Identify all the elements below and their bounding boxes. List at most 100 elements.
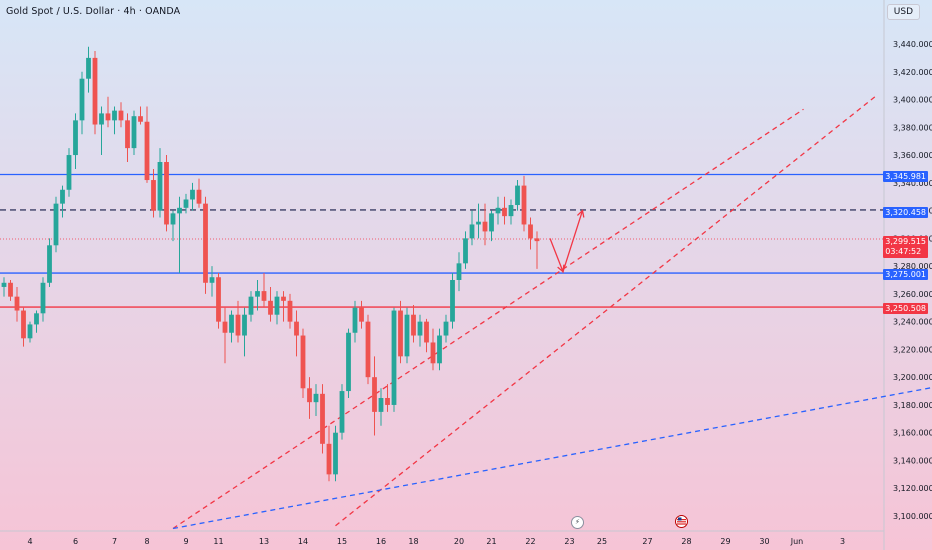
candle-body bbox=[430, 342, 436, 364]
candle-body bbox=[261, 291, 267, 301]
y-tick-label: 3,140.000 bbox=[893, 456, 932, 465]
candle-body bbox=[281, 296, 286, 301]
candle-body bbox=[14, 296, 20, 311]
candle-body bbox=[417, 321, 423, 336]
candle-body bbox=[313, 393, 319, 403]
candle-body bbox=[521, 185, 527, 225]
x-tick-label: 6 bbox=[73, 537, 78, 546]
y-tick-label: 3,360.000 bbox=[893, 151, 932, 160]
candle-body bbox=[73, 120, 78, 156]
x-tick-label: 16 bbox=[376, 537, 386, 546]
x-tick-label: 20 bbox=[454, 537, 464, 546]
price-label-mid-dashed: 3,320.458 bbox=[883, 207, 928, 218]
x-tick-label: 22 bbox=[525, 537, 535, 546]
x-tick-label: 21 bbox=[486, 537, 496, 546]
x-tick-label: 8 bbox=[144, 537, 149, 546]
candle-body bbox=[391, 310, 397, 405]
candle-body bbox=[515, 185, 520, 206]
y-tick-label: 3,260.000 bbox=[893, 290, 932, 299]
x-tick-label: 18 bbox=[408, 537, 418, 546]
currency-button[interactable]: USD bbox=[886, 4, 920, 20]
candle-body bbox=[359, 307, 364, 322]
lightning-icon[interactable]: ⚡ bbox=[571, 516, 584, 529]
candle-body bbox=[248, 296, 254, 315]
price-label-red-level: 3,250.508 bbox=[883, 303, 928, 314]
candle-body bbox=[463, 238, 468, 264]
candle-body bbox=[294, 321, 299, 336]
y-tick-label: 3,380.000 bbox=[893, 123, 932, 132]
candle-body bbox=[502, 207, 507, 217]
x-tick-label: 25 bbox=[597, 537, 607, 546]
y-tick-label: 3,280.000 bbox=[893, 262, 932, 271]
trend-line bbox=[172, 108, 804, 530]
candle-body bbox=[105, 113, 111, 121]
candle-body bbox=[398, 310, 403, 357]
price-label-value: 3,320.458 bbox=[885, 208, 926, 217]
candle-body bbox=[450, 280, 455, 322]
price-label-current: 3,299.515 03:47:52 bbox=[883, 236, 928, 258]
candle-body bbox=[352, 307, 358, 333]
candle-body bbox=[21, 310, 26, 339]
candle-body bbox=[118, 110, 124, 121]
candle-body bbox=[534, 238, 540, 242]
y-tick-label: 3,220.000 bbox=[893, 345, 932, 354]
price-label-value: 3,345.981 bbox=[885, 172, 926, 181]
y-tick-label: 3,400.000 bbox=[893, 96, 932, 105]
y-tick-label: 3,240.000 bbox=[893, 318, 932, 327]
candle-body bbox=[268, 300, 273, 315]
candle-body bbox=[177, 207, 182, 214]
candle-body bbox=[138, 116, 143, 122]
candle-body bbox=[190, 189, 195, 200]
x-tick-label: Jun bbox=[790, 537, 804, 546]
candle-body bbox=[411, 314, 416, 336]
candle-body bbox=[157, 162, 163, 211]
candle-body bbox=[339, 391, 345, 433]
y-tick-label: 3,100.000 bbox=[893, 512, 932, 521]
candle-body bbox=[476, 221, 481, 225]
candle-body bbox=[255, 291, 260, 297]
candle-body bbox=[333, 432, 338, 475]
candle-body bbox=[378, 398, 384, 412]
projection-arrow-down bbox=[557, 264, 565, 273]
y-tick-label: 3,160.000 bbox=[893, 429, 932, 438]
price-label-resistance-top: 3,345.981 bbox=[883, 171, 928, 182]
candle-body bbox=[385, 398, 390, 405]
x-tick-label: 28 bbox=[681, 537, 691, 546]
y-tick-label: 3,120.000 bbox=[893, 484, 932, 493]
trend-line bbox=[172, 386, 932, 530]
candle-body bbox=[79, 78, 85, 121]
candle-body bbox=[489, 213, 494, 232]
candle-body bbox=[456, 263, 462, 280]
x-tick-label: 3 bbox=[840, 537, 845, 546]
candle-body bbox=[307, 388, 312, 403]
price-label-support: 3,275.001 bbox=[883, 269, 928, 280]
x-tick-label: 27 bbox=[642, 537, 652, 546]
candle-body bbox=[40, 282, 46, 314]
candle-body bbox=[404, 314, 410, 357]
price-label-value: 3,275.001 bbox=[885, 270, 926, 279]
price-label-value: 3,250.508 bbox=[885, 304, 926, 313]
candle-body bbox=[125, 120, 130, 149]
x-tick-label: 4 bbox=[27, 537, 32, 546]
us-flag-icon[interactable] bbox=[675, 515, 688, 528]
y-tick-label: 3,180.000 bbox=[893, 401, 932, 410]
candle-body bbox=[326, 443, 332, 475]
candle-body bbox=[183, 199, 189, 208]
candle-body bbox=[229, 314, 234, 333]
candle-body bbox=[365, 321, 371, 378]
candle-body bbox=[66, 155, 72, 190]
candle-body bbox=[346, 332, 351, 392]
candle-body bbox=[112, 110, 117, 121]
candle-body bbox=[209, 277, 215, 283]
projection-arrow-up bbox=[576, 209, 585, 218]
y-tick-label: 3,340.000 bbox=[893, 179, 932, 188]
candle-body bbox=[443, 321, 449, 336]
candle-body bbox=[274, 296, 280, 315]
trend-line bbox=[335, 96, 876, 527]
candle-body bbox=[320, 393, 325, 444]
candle-body bbox=[60, 189, 65, 204]
x-tick-label: 13 bbox=[259, 537, 269, 546]
x-tick-label: 30 bbox=[759, 537, 769, 546]
x-tick-label: 14 bbox=[298, 537, 308, 546]
